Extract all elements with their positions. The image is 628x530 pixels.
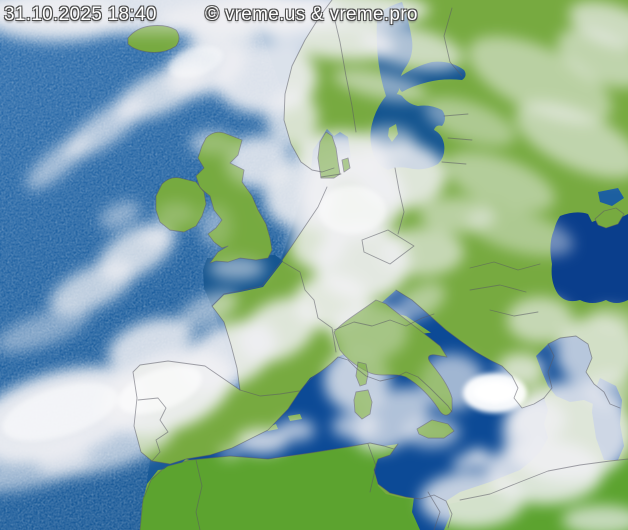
border-layer [127,0,628,530]
africa-coast [139,442,453,530]
balkan-coast [395,289,545,409]
bright-cloud-layer [2,46,527,441]
riviera-italy-coast [299,356,453,413]
norway-sweden-border [331,7,357,133]
northsea-coast [280,186,328,263]
black-sea [550,212,628,303]
balearic-islands [266,414,302,431]
algeria-tunisia-border [367,443,377,493]
morocco-algeria-border [195,459,203,530]
baltic-states-borders [441,113,473,165]
channel-coast [211,261,282,391]
germany-poland-border [394,167,405,235]
czech-border [361,229,415,265]
portugal-spain-border [137,397,169,462]
alps-border [333,313,435,331]
copyright-label: © vreme.us & vreme.pro [205,4,418,25]
libya-coast [459,458,628,501]
aegean-turkey-coast [543,335,621,409]
sea-of-azov [598,188,624,206]
carpathian-borders [469,261,541,317]
denmark-germany-border [320,173,342,178]
norway-coast [283,0,335,173]
france-east-border [282,261,337,353]
tunisia-libya-border [427,491,441,530]
pyrenees-border [239,389,300,397]
finland-russia-border [443,7,463,77]
timestamp-label: 31.10.2025 18:40 [4,4,157,25]
